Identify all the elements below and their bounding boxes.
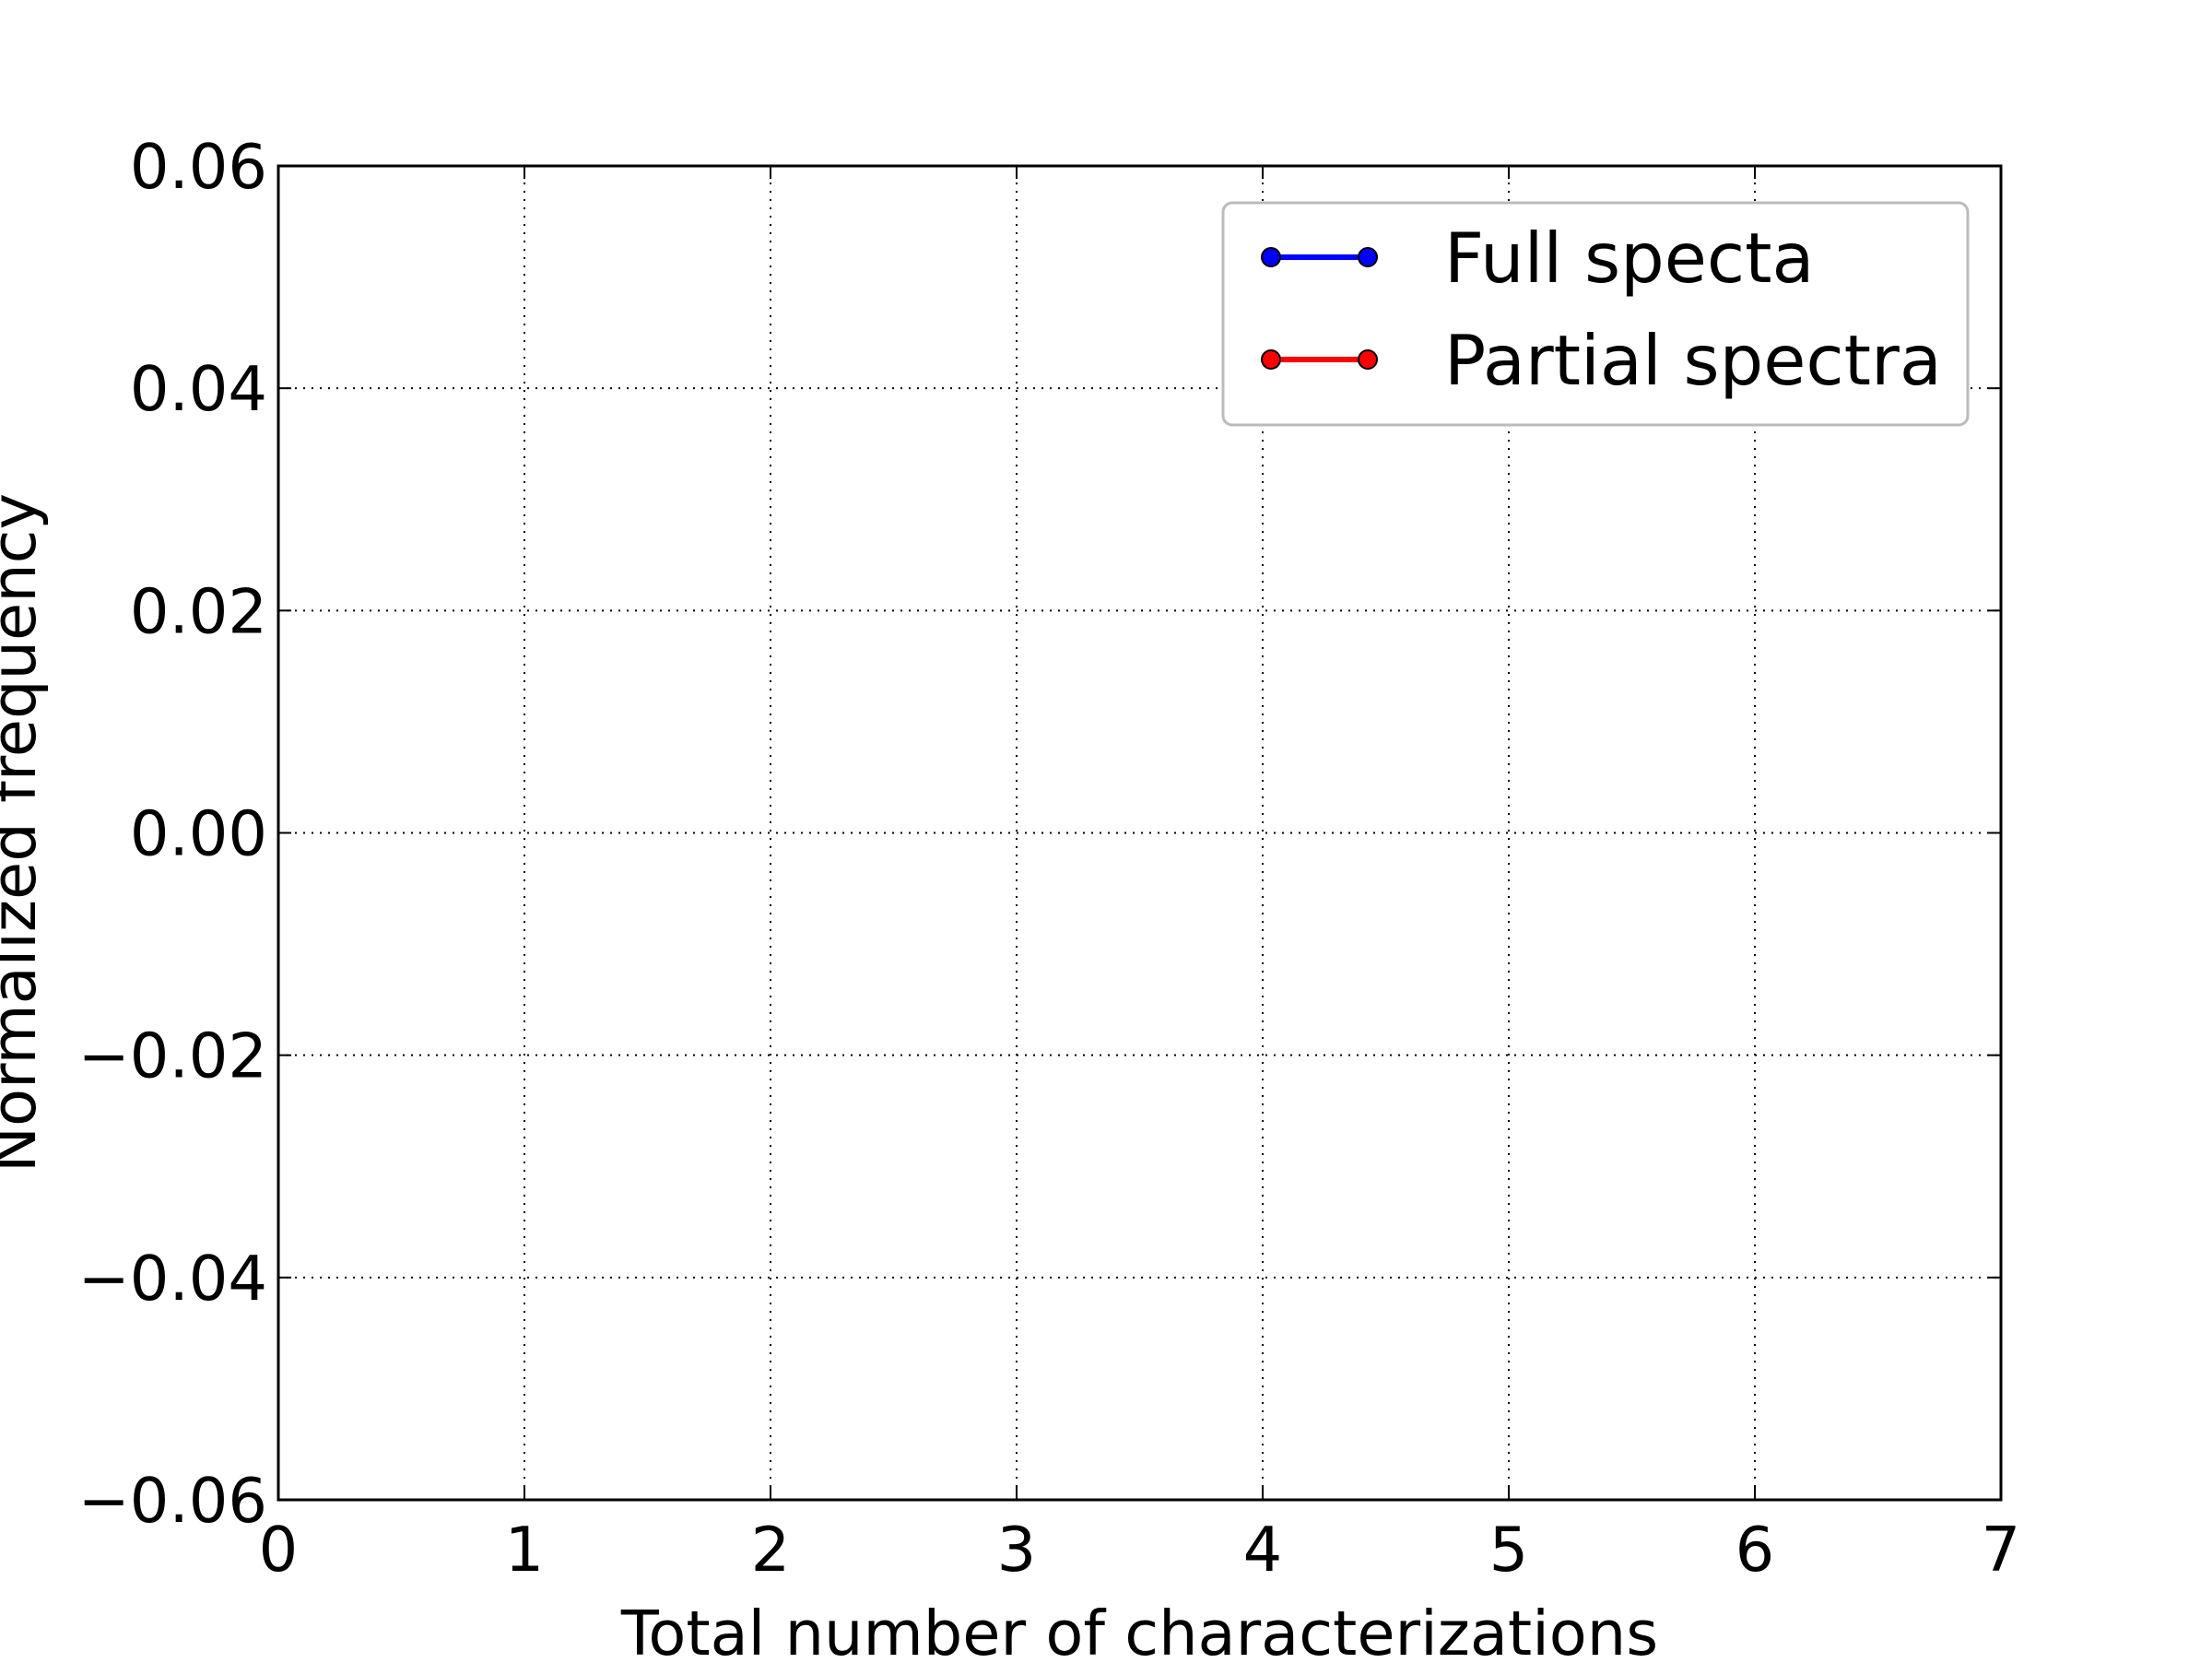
x-tick-label: 7: [1982, 1514, 2021, 1586]
legend-label: Full specta: [1444, 218, 1815, 299]
y-tick-label: −0.02: [78, 1020, 267, 1092]
legend-box: [1221, 201, 1970, 427]
ticks: 0 1 2 3 4 5 6 7 −0.06 −0.04 −0.02 0.00 0.02 0.04 0.06: [78, 131, 2021, 1586]
y-tick-label: 0.02: [130, 575, 267, 647]
y-tick-label: −0.06: [78, 1465, 267, 1537]
y-tick-label: 0.04: [130, 353, 267, 425]
x-tick-label: 3: [997, 1514, 1037, 1586]
x-tick-label: 4: [1243, 1514, 1283, 1586]
legend-label: Partial spectra: [1444, 320, 1942, 401]
y-tick-label: 0.06: [130, 131, 267, 203]
x-tick-label: 6: [1735, 1514, 1775, 1586]
x-tick-label: 5: [1489, 1514, 1529, 1586]
legend-marker: [1261, 247, 1281, 267]
x-tick-label: 1: [505, 1514, 545, 1586]
legend: Full specta Partial spectra: [1221, 201, 1970, 427]
x-tick-label: 0: [259, 1514, 299, 1586]
x-axis-label: Total number of characterizations: [620, 1598, 1658, 1659]
y-tick-label: −0.04: [78, 1243, 267, 1315]
y-tick-label: 0.00: [130, 798, 267, 870]
y-axis-label: Normalized frequency: [0, 493, 50, 1173]
legend-marker: [1358, 349, 1378, 370]
x-tick-label: 2: [751, 1514, 791, 1586]
legend-marker: [1261, 349, 1281, 370]
legend-marker: [1358, 247, 1378, 267]
